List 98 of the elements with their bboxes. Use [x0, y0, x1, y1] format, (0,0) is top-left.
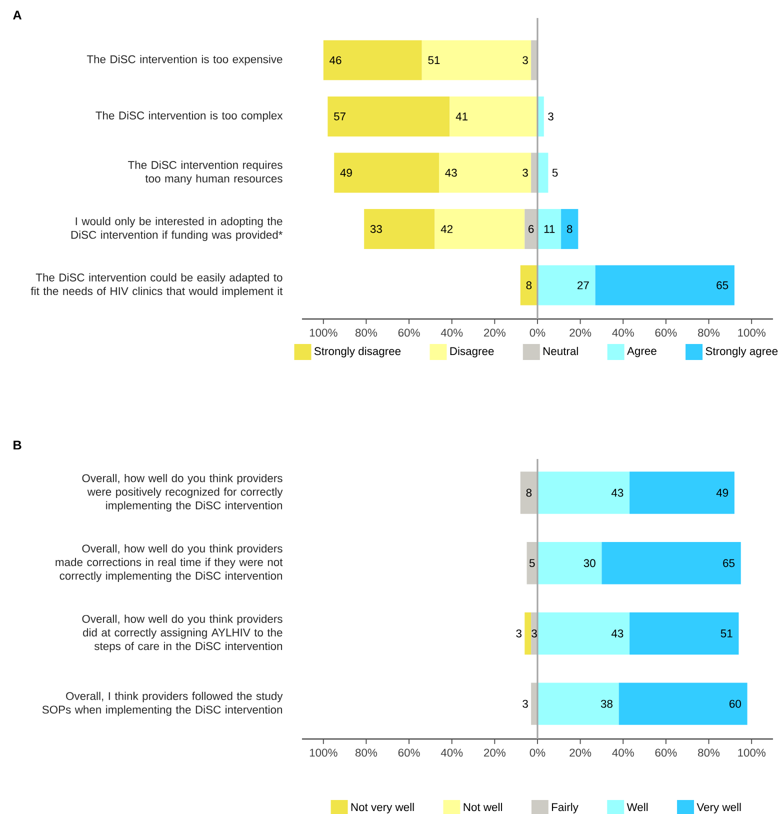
data-label: 8	[526, 281, 532, 290]
bar	[328, 96, 450, 136]
bar	[323, 40, 422, 80]
data-label: 42	[440, 225, 453, 233]
x-tick-label: 40%	[440, 748, 463, 757]
x-tick-label: 60%	[398, 748, 420, 757]
data-label: 51	[720, 630, 732, 638]
legend-label: Very well	[696, 802, 741, 814]
data-label: 8	[526, 488, 532, 497]
legend-label: Strongly agree	[706, 346, 778, 358]
y-tick-label: Overall, I think providers followed the study SOPs when implementing the DiSC intervention	[42, 692, 283, 716]
x-tick-label: 80%	[698, 328, 720, 337]
text: A	[13, 10, 22, 20]
x-tick-label: 60%	[655, 328, 677, 337]
bar	[630, 612, 739, 655]
data-label: 43	[611, 630, 624, 638]
data-label: 8	[566, 225, 572, 233]
data-label: 5	[552, 168, 558, 177]
y-tick-label: The DiSC intervention is too complex	[96, 111, 283, 122]
data-label: 46	[330, 56, 342, 64]
y-tick-label: The DiSC intervention requires too many human resources	[128, 160, 282, 185]
x-tick-label: 100%	[738, 328, 766, 337]
text: B	[14, 440, 22, 450]
data-label: 43	[611, 488, 624, 497]
data-label: 30	[584, 559, 596, 568]
data-label: 51	[428, 56, 440, 64]
data-label: 60	[730, 700, 741, 708]
data-label: 6	[528, 225, 534, 233]
legend-label: Strongly disagree	[314, 346, 401, 358]
bar	[602, 542, 741, 584]
bar	[520, 472, 538, 514]
bar	[364, 209, 435, 249]
data-label: 41	[456, 112, 468, 120]
bar	[334, 152, 440, 193]
bar	[450, 96, 538, 136]
x-tick-label: 20%	[484, 328, 506, 337]
legend-label: Fairly	[552, 802, 578, 814]
data-label: 3	[522, 56, 528, 64]
data-label: 49	[340, 168, 352, 177]
legend-label: Disagree	[450, 346, 494, 358]
bar	[630, 472, 734, 514]
y-tick-label: The DiSC intervention could be easily adapted to fit the needs of HIV clinics that would implement it	[30, 273, 283, 298]
x-tick-label: 80%	[698, 748, 720, 757]
y-tick-label: I would only be interested in adopting the DiSC intervention if funding was provided*	[71, 216, 283, 242]
x-tick-label: 40%	[440, 328, 463, 337]
y-tick-label: The DiSC intervention is too expensive	[86, 54, 282, 66]
data-label: 65	[723, 559, 735, 568]
bar	[537, 472, 630, 514]
x-tick-label: 100%	[310, 748, 338, 757]
legend-label: Well	[626, 802, 648, 812]
data-label: 65	[716, 281, 728, 290]
data-label: 5	[529, 559, 535, 568]
data-label: 38	[600, 700, 612, 708]
data-label: 11	[544, 225, 555, 233]
data-label: 3	[522, 168, 528, 177]
data-label: 27	[578, 281, 589, 290]
data-label: 3	[522, 700, 528, 708]
x-tick-label: 40%	[612, 748, 634, 757]
bar	[520, 265, 538, 306]
bar	[524, 612, 532, 655]
x-tick-label: 20%	[484, 748, 506, 757]
y-tick-label: Overall, how well do you think providers did at correctly assigning AYLHIV to the steps of care in the DiSC intervention	[82, 614, 282, 652]
bar	[439, 152, 532, 193]
data-label: 33	[370, 225, 382, 233]
bar	[537, 612, 630, 655]
x-tick-label: 20%	[570, 328, 592, 337]
bar	[537, 265, 596, 306]
data-label: 43	[445, 168, 457, 177]
x-tick-label: 80%	[355, 328, 378, 337]
bar	[422, 40, 532, 80]
y-tick-label: Overall, how well do you think providers made corrections in real time if they were not correctly implementing the DiSC intervention	[56, 544, 283, 582]
bar	[618, 682, 748, 725]
x-tick-label: 100%	[738, 748, 766, 757]
bar	[537, 682, 619, 725]
data-label: 49	[716, 488, 728, 497]
bar	[561, 209, 578, 249]
data-label: 57	[334, 112, 346, 120]
bar	[524, 209, 538, 249]
x-tick-label: 60%	[398, 328, 420, 337]
legend-label: Agree	[627, 347, 656, 358]
x-tick-label: 0%	[530, 328, 546, 337]
x-tick-label: 100%	[310, 328, 338, 337]
x-tick-label: 0%	[530, 748, 546, 757]
data-label: 3	[516, 630, 522, 638]
data-label: 3	[532, 630, 537, 638]
x-tick-label: 60%	[655, 748, 677, 757]
data-label: 3	[548, 112, 554, 120]
bar	[434, 209, 525, 249]
bar	[595, 265, 734, 306]
legend-label: Not well	[464, 802, 502, 812]
x-tick-label: 80%	[355, 748, 378, 757]
legend-label: Not very well	[351, 802, 414, 814]
bar	[537, 209, 562, 249]
x-tick-label: 20%	[570, 748, 592, 757]
bar	[537, 542, 602, 584]
x-tick-label: 40%	[612, 328, 634, 337]
y-tick-label: Overall, how well do you think providers were positively recognized for correctly implementing the DiSC intervention	[82, 474, 283, 512]
legend-label: Neutral	[543, 346, 578, 356]
